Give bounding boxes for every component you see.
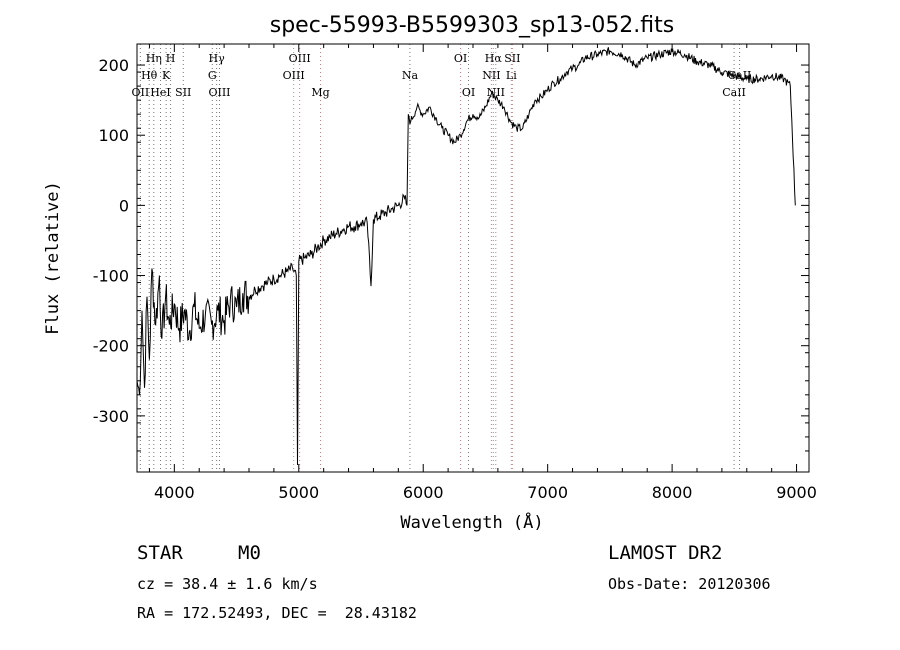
object-class: STAR	[137, 542, 183, 564]
x-tick-label-2: 6000	[403, 483, 444, 502]
spectral-line-label-7: G	[208, 69, 217, 82]
spectral-line-label-13: Na	[402, 69, 419, 82]
spectral-line-label-21: CaII	[722, 86, 746, 99]
axis-ticks: 4000 5000 6000 7000 8000 9000 -300 -200 -100 0 100…	[93, 44, 817, 502]
spectral-line-label-9: OIII	[208, 86, 230, 99]
spectral-line-label-11: OIII	[289, 52, 311, 65]
spectral-line-label-10: OIII	[283, 69, 305, 82]
y-tick-label-1: -200	[93, 337, 129, 356]
y-tick-label-0: -300	[93, 407, 129, 426]
x-tick-label-3: 7000	[527, 483, 568, 502]
series-line-0	[136, 47, 796, 466]
coordinates: RA = 172.52493, DEC = 28.43182	[137, 604, 417, 622]
x-tick-label-1: 5000	[278, 483, 319, 502]
y-axis-label: Flux (relative)	[43, 181, 63, 335]
observation-date: Obs-Date: 20120306	[608, 575, 771, 593]
spectral-line-label-6: SII	[175, 86, 191, 99]
spectral-line-label-16: NII	[482, 69, 500, 82]
chart-title: spec-55993-B5599303_sp13-052.fits	[270, 13, 675, 38]
spectral-line-label-5: H	[166, 52, 176, 65]
spectral-line-label-20: SII	[504, 52, 520, 65]
spectral-line-label-0: OII	[132, 86, 150, 99]
spectral-lines: OII Hθ Hη HeI KH SII G Hγ OIII OIII OIII Mg Na OI OI NI…	[132, 44, 751, 472]
spectral-line-label-17: Hα	[485, 52, 503, 65]
survey-name: LAMOST DR2	[608, 542, 723, 564]
spectral-line-label-15: OI	[462, 86, 475, 99]
y-tick-label-5: 200	[98, 56, 129, 75]
spectral-line-label-1: Hθ	[141, 69, 158, 82]
y-tick-label-4: 100	[98, 126, 129, 145]
spectral-line-label-4: K	[162, 69, 171, 82]
object-subclass: M0	[238, 542, 261, 564]
plot-frame	[136, 43, 810, 473]
x-axis-label: Wavelength (Å)	[400, 511, 543, 533]
y-tick-label-3: 0	[119, 196, 129, 215]
x-tick-label-0: 4000	[154, 483, 195, 502]
x-tick-label-4: 8000	[652, 483, 693, 502]
x-tick-label-5: 9000	[776, 483, 817, 502]
spectral-line-label-3: HeI	[150, 86, 170, 99]
spectral-line-label-8: Hγ	[209, 52, 226, 65]
spectral-line-label-14: OI	[454, 52, 467, 65]
redshift-cz: cz = 38.4 ± 1.6 km/s	[137, 575, 318, 593]
spectral-line-label-19: Li	[506, 69, 517, 82]
spectral-line-label-2: Hη	[146, 52, 162, 65]
flux-series	[136, 47, 796, 466]
y-tick-label-2: -100	[93, 267, 129, 286]
spectral-line-label-12: Mg	[311, 86, 329, 99]
